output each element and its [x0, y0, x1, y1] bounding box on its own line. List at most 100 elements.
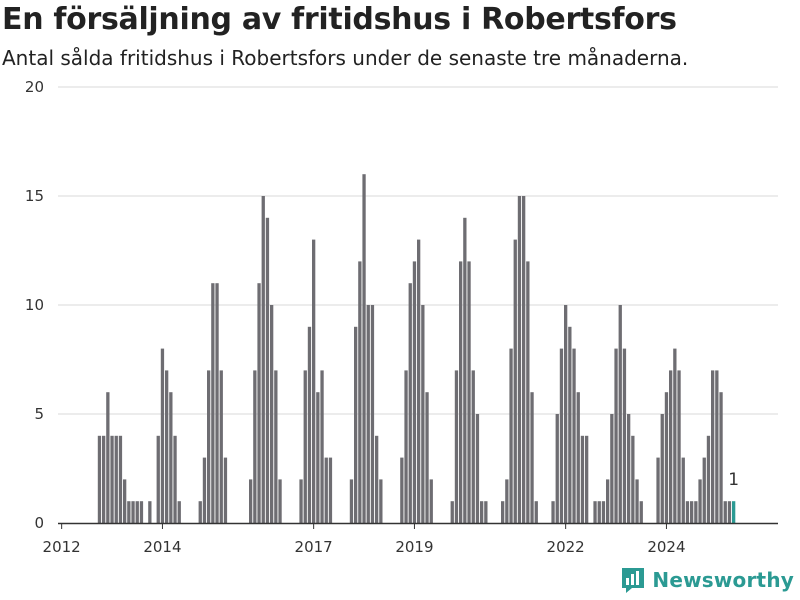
bar: [711, 370, 715, 523]
y-tick-label: 0: [34, 514, 44, 532]
chart-title: En försäljning av fritidshus i Robertsfo…: [2, 2, 677, 37]
x-tick-label: 2012: [43, 538, 81, 556]
y-tick-labels: 0 5 10 15 20: [25, 78, 44, 532]
bar: [320, 370, 324, 523]
bar: [316, 392, 320, 523]
bar: [534, 501, 538, 523]
bar: [211, 283, 215, 523]
bar: [505, 479, 509, 523]
bar: [564, 305, 568, 523]
y-tick-label: 5: [34, 405, 44, 423]
bar: [358, 261, 362, 523]
bar: [614, 348, 618, 523]
bar: [618, 305, 622, 523]
bar: [669, 370, 673, 523]
bar: [606, 479, 610, 523]
bar: [727, 501, 732, 523]
bar: [270, 305, 274, 523]
bar: [559, 348, 564, 523]
bar: [417, 239, 421, 523]
bar: [685, 501, 690, 523]
bar: [572, 348, 576, 523]
bar: [694, 501, 698, 523]
bar: [681, 457, 685, 523]
bar: [114, 435, 118, 523]
bar: [257, 283, 261, 523]
bar: [698, 479, 702, 523]
brand-logo[interactable]: Newsworthy: [620, 566, 794, 594]
bar: [131, 501, 135, 523]
bar: [706, 435, 711, 523]
bar: [467, 261, 471, 523]
bar: [513, 239, 517, 523]
bar: [555, 414, 559, 523]
bar: [551, 501, 555, 523]
bar: [450, 501, 454, 523]
bar: [362, 174, 366, 523]
bar: [278, 479, 282, 523]
bar: [219, 370, 223, 523]
bar: [454, 370, 459, 523]
bar: [610, 414, 614, 523]
bar: [597, 501, 601, 523]
bar: [425, 392, 429, 523]
bar: [723, 501, 727, 523]
bar: [198, 501, 202, 523]
bar: [526, 261, 530, 523]
bar: [400, 457, 404, 523]
bar: [299, 479, 303, 523]
bar: [517, 196, 522, 523]
bar: [404, 370, 408, 523]
bar: [576, 392, 580, 523]
bar: [354, 326, 358, 523]
bar: [110, 435, 114, 523]
bar: [639, 501, 643, 523]
bar: [148, 501, 152, 523]
bar: [139, 501, 144, 523]
bar: [379, 479, 383, 523]
bar: [202, 457, 207, 523]
bars: [97, 174, 736, 524]
bar: [568, 326, 572, 523]
bar: [253, 370, 257, 523]
bar: [660, 414, 664, 523]
x-tick-label: 2019: [395, 538, 433, 556]
bar: [627, 414, 631, 523]
bar: [677, 370, 681, 523]
bar: [530, 392, 534, 523]
bar: [459, 261, 463, 523]
bar: [207, 370, 211, 523]
bar: [97, 435, 102, 523]
bar: [509, 348, 513, 523]
bar: [102, 435, 106, 523]
bar: [601, 501, 606, 523]
bar: [307, 326, 312, 523]
bar: [118, 435, 123, 523]
bar: [156, 435, 160, 523]
bar: [261, 196, 265, 523]
newsworthy-logo-icon: [622, 568, 645, 593]
bar: [429, 479, 433, 523]
bar-latest: [732, 501, 736, 523]
bar: [664, 392, 669, 523]
y-tick-label: 20: [25, 78, 44, 96]
bar: [421, 305, 425, 523]
chart-subtitle: Antal sålda fritidshus i Robertsfors und…: [2, 46, 689, 70]
bar: [463, 217, 467, 524]
bar: [123, 479, 127, 523]
last-value-label: 1: [728, 470, 739, 490]
bar: [303, 370, 307, 523]
bar: [328, 457, 333, 523]
bar: [484, 501, 488, 523]
bar: [265, 217, 270, 524]
bar: [471, 370, 475, 523]
bar: [631, 435, 635, 523]
bar: [585, 435, 589, 523]
bar: [593, 501, 597, 523]
bar: [673, 348, 677, 523]
bar: [165, 370, 169, 523]
bar: [480, 501, 484, 523]
bar: [215, 283, 219, 523]
bar: [160, 348, 165, 523]
